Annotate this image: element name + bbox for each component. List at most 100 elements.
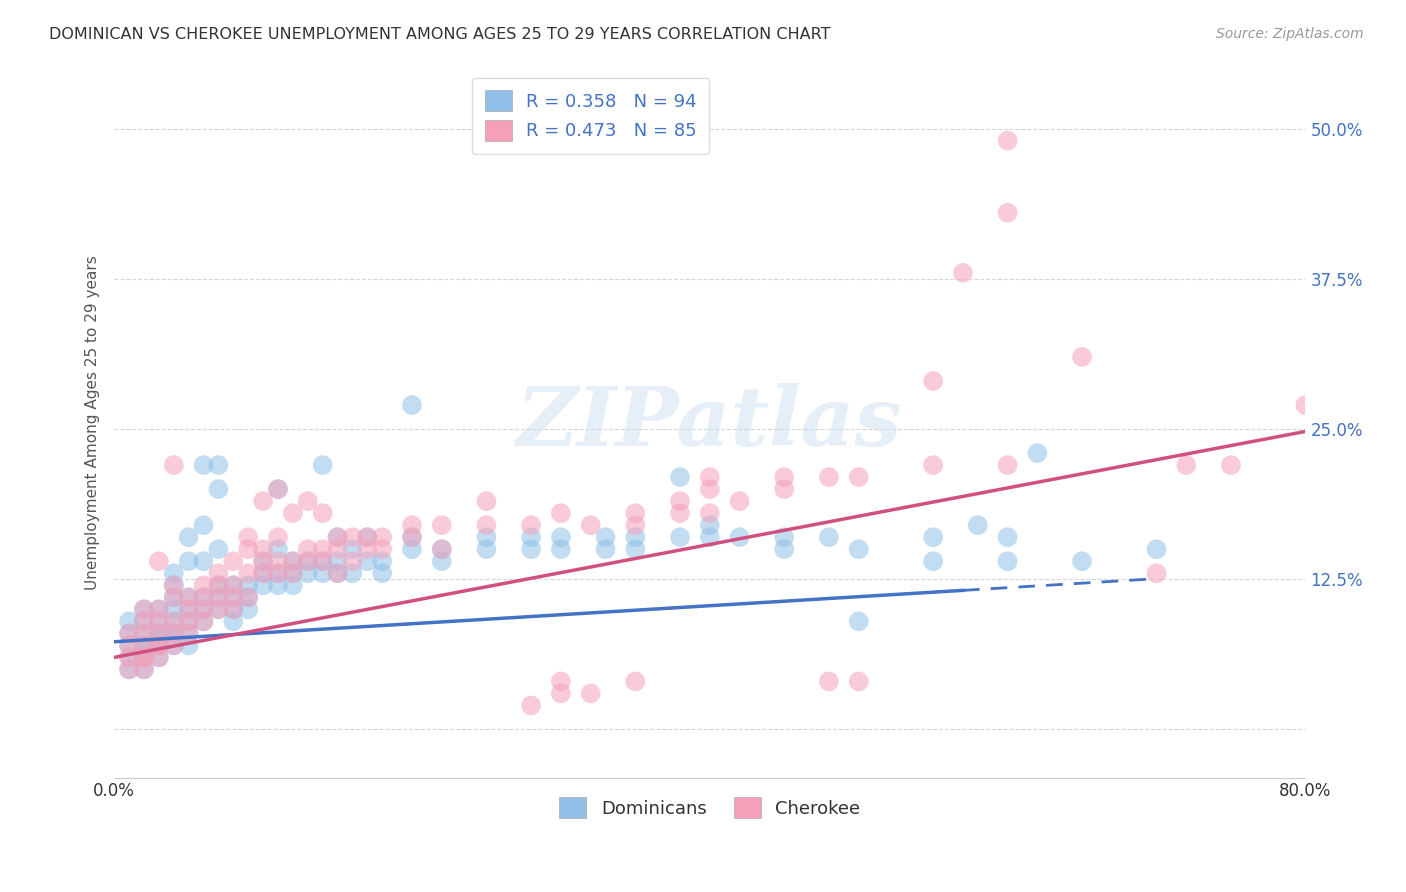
Point [595, 542, 617, 557]
Point [520, 698, 543, 713]
Point [1219, 458, 1241, 472]
Point [624, 518, 647, 533]
Point [624, 506, 647, 520]
Point [997, 134, 1019, 148]
Point [1071, 350, 1094, 364]
Point [222, 591, 245, 605]
Point [356, 530, 378, 544]
Point [475, 542, 498, 557]
Text: DOMINICAN VS CHEROKEE UNEMPLOYMENT AMONG AGES 25 TO 29 YEARS CORRELATION CHART: DOMINICAN VS CHEROKEE UNEMPLOYMENT AMONG… [49, 27, 831, 42]
Point [401, 530, 423, 544]
Point [163, 591, 186, 605]
Point [699, 482, 721, 496]
Point [699, 506, 721, 520]
Point [252, 578, 274, 592]
Y-axis label: Unemployment Among Ages 25 to 29 years: Unemployment Among Ages 25 to 29 years [86, 256, 100, 591]
Point [207, 602, 229, 616]
Point [193, 602, 215, 616]
Point [132, 639, 155, 653]
Point [222, 591, 245, 605]
Point [401, 518, 423, 533]
Point [222, 602, 245, 616]
Point [118, 626, 141, 640]
Point [326, 566, 349, 581]
Point [311, 542, 333, 557]
Point [222, 578, 245, 592]
Point [475, 518, 498, 533]
Point [118, 662, 141, 676]
Point [193, 591, 215, 605]
Point [252, 542, 274, 557]
Point [132, 602, 155, 616]
Point [118, 650, 141, 665]
Point [728, 530, 751, 544]
Point [132, 662, 155, 676]
Point [177, 639, 200, 653]
Point [148, 602, 170, 616]
Point [356, 530, 378, 544]
Point [669, 494, 692, 508]
Point [132, 626, 155, 640]
Point [579, 518, 602, 533]
Point [132, 615, 155, 629]
Point [1146, 542, 1168, 557]
Point [966, 518, 988, 533]
Point [222, 602, 245, 616]
Point [222, 578, 245, 592]
Point [430, 542, 453, 557]
Point [132, 662, 155, 676]
Point [997, 554, 1019, 568]
Point [177, 591, 200, 605]
Point [118, 615, 141, 629]
Point [177, 554, 200, 568]
Point [148, 639, 170, 653]
Point [132, 650, 155, 665]
Point [222, 554, 245, 568]
Point [163, 626, 186, 640]
Point [207, 602, 229, 616]
Point [222, 615, 245, 629]
Point [267, 530, 290, 544]
Point [997, 530, 1019, 544]
Point [238, 566, 260, 581]
Point [818, 530, 841, 544]
Point [430, 554, 453, 568]
Point [356, 554, 378, 568]
Point [193, 578, 215, 592]
Point [326, 530, 349, 544]
Point [148, 615, 170, 629]
Point [297, 566, 319, 581]
Point [132, 650, 155, 665]
Point [669, 506, 692, 520]
Point [238, 602, 260, 616]
Point [922, 530, 945, 544]
Point [550, 686, 572, 700]
Point [207, 542, 229, 557]
Point [148, 639, 170, 653]
Point [475, 530, 498, 544]
Point [252, 554, 274, 568]
Point [311, 506, 333, 520]
Point [669, 530, 692, 544]
Point [163, 602, 186, 616]
Point [207, 591, 229, 605]
Point [356, 542, 378, 557]
Point [132, 650, 155, 665]
Point [997, 205, 1019, 219]
Point [401, 398, 423, 412]
Point [177, 626, 200, 640]
Point [326, 554, 349, 568]
Point [267, 554, 290, 568]
Point [163, 458, 186, 472]
Point [848, 674, 870, 689]
Point [163, 591, 186, 605]
Point [238, 591, 260, 605]
Point [342, 554, 364, 568]
Point [818, 674, 841, 689]
Point [207, 458, 229, 472]
Point [311, 554, 333, 568]
Point [297, 554, 319, 568]
Point [342, 566, 364, 581]
Point [430, 518, 453, 533]
Point [193, 602, 215, 616]
